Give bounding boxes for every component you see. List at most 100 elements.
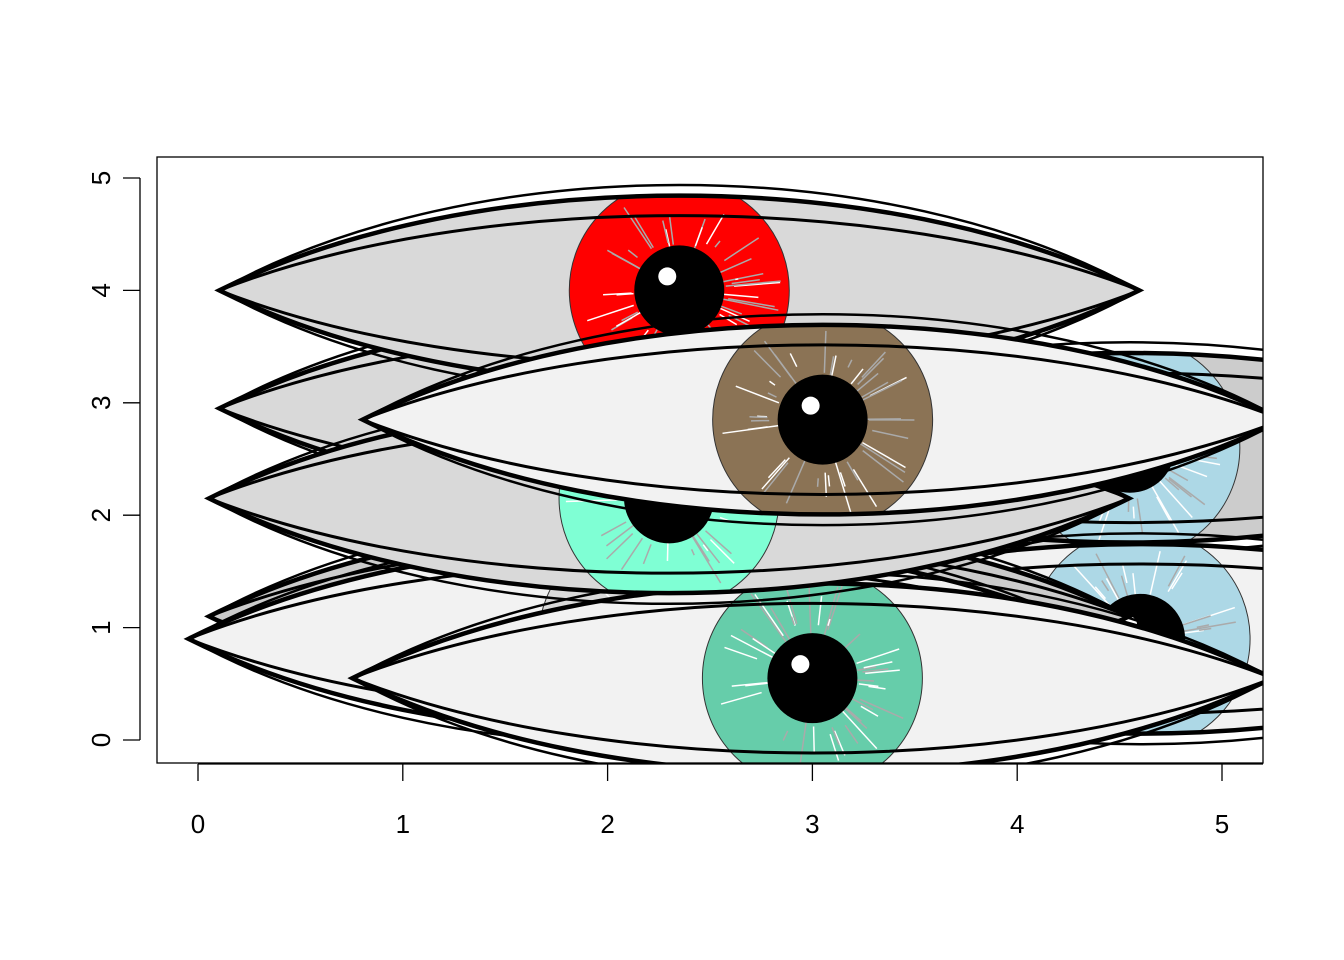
iris-fiber (1132, 506, 1135, 519)
eye-highlight (791, 655, 810, 674)
iris-fiber (797, 721, 807, 763)
eye-glyph (347, 571, 1263, 763)
eye-pupil (777, 374, 868, 465)
iris-fiber (843, 633, 861, 650)
iris-fiber (833, 459, 852, 513)
iris-fiber (731, 279, 760, 285)
iris-fiber (623, 207, 653, 250)
iris-fiber (668, 215, 675, 245)
iris-fiber (740, 628, 769, 649)
iris-fiber (856, 648, 900, 665)
iris-fiber (827, 618, 831, 626)
y-tick-label: 1 (86, 620, 116, 634)
iris-fiber (862, 441, 906, 469)
iris-fiber (1164, 477, 1180, 491)
eye-glyph (357, 312, 1263, 527)
iris-fiber (731, 681, 771, 687)
eye-pupil (634, 245, 725, 336)
iris-fiber (730, 634, 774, 659)
iris-fiber (844, 724, 859, 744)
iris-fiber (600, 521, 627, 537)
iris-fiber (1132, 573, 1137, 596)
iris-fiber (769, 380, 776, 386)
iris-fiber (774, 354, 799, 387)
iris-fiber (642, 544, 652, 565)
iris-fiber (733, 281, 781, 287)
iris-fiber (694, 226, 703, 247)
iris-fiber (849, 696, 874, 711)
iris-fiber (857, 441, 906, 473)
iris-fiber (857, 666, 877, 672)
iris-fiber (852, 469, 878, 508)
iris-fiber (850, 368, 864, 385)
iris-fiber (858, 683, 879, 688)
iris-fiber (691, 534, 710, 562)
x-tick-label: 2 (600, 809, 614, 839)
iris-fiber (859, 698, 904, 720)
iris-fiber (872, 429, 909, 440)
iris-fiber (728, 297, 775, 308)
iris-fiber (859, 380, 902, 403)
iris-fiber (857, 357, 885, 385)
iris-fiber (720, 305, 742, 315)
x-tick-label: 0 (191, 809, 205, 839)
iris-fiber (761, 457, 790, 490)
iris-fiber (723, 237, 760, 262)
iris-fiber (747, 426, 768, 431)
iris-fiber (862, 450, 904, 483)
iris-fiber (1156, 477, 1193, 518)
iris-fiber (715, 257, 752, 275)
iris-fiber (611, 252, 643, 271)
iris-fiber (621, 311, 639, 322)
iris-fiber (627, 249, 638, 259)
iris-fiber (1071, 563, 1112, 608)
eye-lid-line (360, 312, 1263, 527)
iris-fiber (587, 304, 634, 322)
iris-fiber (1156, 496, 1172, 524)
iris-fiber (620, 537, 644, 570)
iris-fiber (770, 607, 793, 645)
y-tick-label: 3 (86, 396, 116, 410)
iris-fiber (1199, 627, 1212, 632)
iris-fiber (845, 706, 862, 722)
x-tick-label: 5 (1215, 809, 1229, 839)
iris-fiber (1168, 478, 1192, 498)
iris-fiber (829, 733, 840, 761)
iris-fiber (808, 586, 812, 635)
eye-highlight (658, 267, 677, 286)
iris-fiber (860, 705, 879, 717)
iris-fiber (735, 385, 780, 404)
iris-fiber (822, 586, 839, 640)
iris-fiber (606, 533, 634, 560)
iris-fiber (856, 679, 875, 682)
iris-fiber (695, 532, 721, 564)
iris-fiber (719, 293, 759, 299)
iris-fiber (1171, 572, 1183, 590)
eye-lid-line (348, 601, 1263, 755)
y-tick-label: 2 (86, 508, 116, 522)
iris-fiber (1180, 621, 1236, 633)
iris-fiber (782, 730, 789, 741)
iris-fiber (767, 392, 777, 398)
iris-fiber (615, 310, 643, 327)
iris-fiber (767, 459, 786, 479)
iris-fiber (817, 596, 823, 626)
x-tick-label: 4 (1010, 809, 1024, 839)
iris-fiber (868, 685, 886, 690)
iris-fiber (691, 535, 722, 584)
iris-fiber (722, 298, 779, 311)
iris-fiber (823, 330, 827, 373)
iris-fiber (844, 707, 868, 729)
iris-fiber (762, 462, 789, 495)
iris-fiber (1168, 476, 1206, 506)
eye-lid-line (358, 343, 1263, 496)
iris-fiber (753, 349, 782, 378)
iris-fiber (1177, 615, 1211, 628)
iris-fiber (1136, 498, 1144, 535)
y-tick-label: 4 (86, 283, 116, 297)
iris-fiber (1167, 555, 1186, 587)
iris-fiber (847, 359, 853, 368)
iris-fiber (812, 726, 815, 752)
iris-fiber (853, 372, 879, 395)
